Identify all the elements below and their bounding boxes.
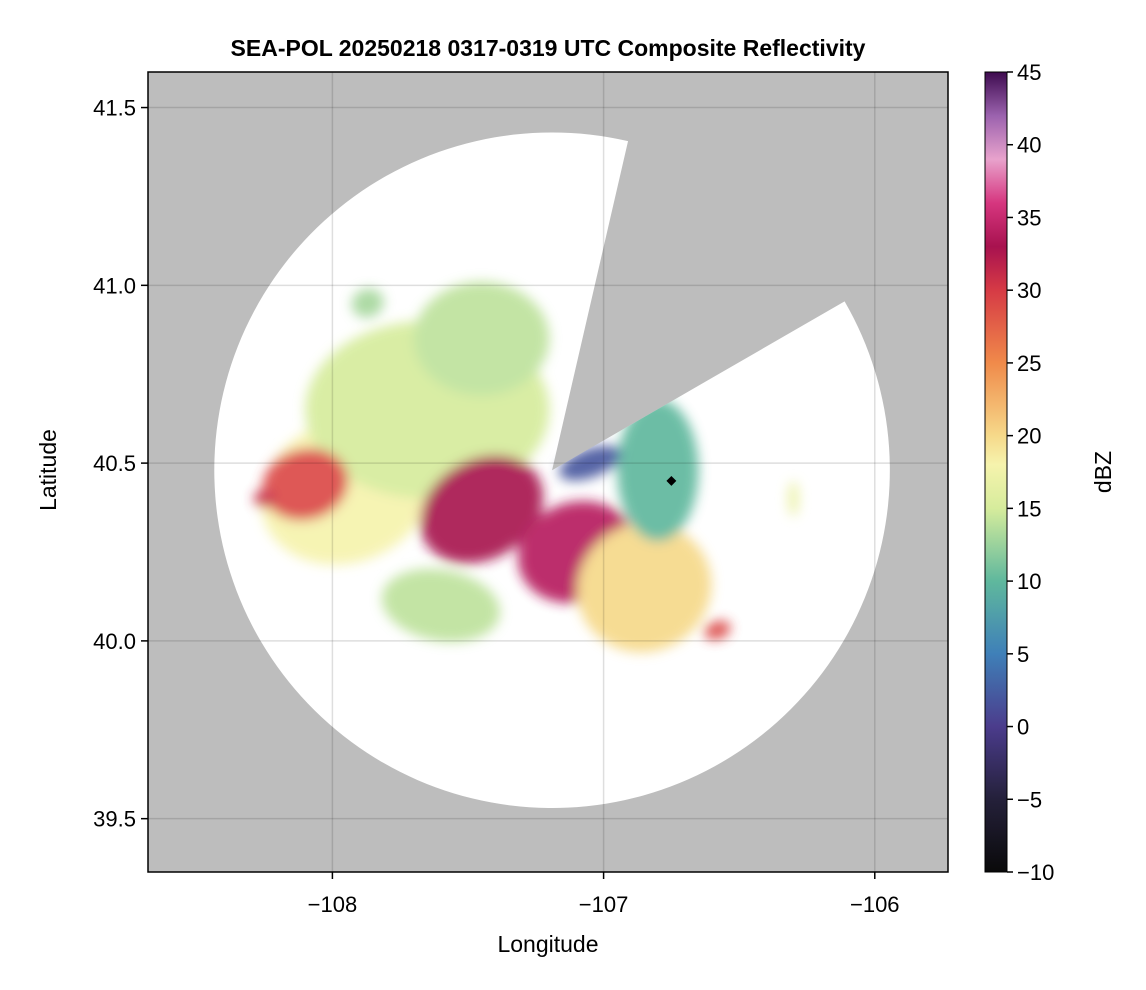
colorbar-tick-label-7: 25 (1017, 351, 1041, 376)
echo-layer (253, 281, 799, 808)
colorbar-tick-label-2: 0 (1017, 715, 1029, 740)
colorbar-tick-label-4: 10 (1017, 569, 1041, 594)
plot-frame (147, 71, 949, 873)
y-axis-label: Latitude (35, 429, 61, 511)
colorbar-scale (984, 71, 1008, 873)
colorbar-label: dBZ (1090, 451, 1116, 493)
plot-area (148, 72, 948, 872)
colorbar-tick-label-3: 5 (1017, 642, 1029, 667)
echo-region-3 (262, 448, 349, 521)
colorbar: −10 −5 0 5 10 15 20 25 30 35 40 45 dBZ (984, 60, 1116, 885)
colorbar-tick-label-1: −5 (1017, 787, 1042, 812)
colorbar-ticks: −10 −5 0 5 10 15 20 25 30 35 40 45 (1007, 60, 1054, 885)
echo-region-8 (704, 620, 731, 640)
echo-region-14 (351, 288, 384, 318)
echo-region-11 (381, 568, 500, 642)
grid-lines (148, 72, 948, 872)
x-tick-label-1: −107 (579, 892, 629, 917)
colorbar-tick-label-5: 15 (1017, 496, 1041, 521)
colorbar-tick-label-0: −10 (1017, 860, 1054, 885)
x-tick-label-0: −108 (308, 892, 358, 917)
y-tick-label-4: 39.5 (93, 807, 136, 832)
y-tick-label-3: 40.0 (93, 629, 136, 654)
y-tick-label-2: 40.5 (93, 451, 136, 476)
reflectivity-echoes (253, 281, 799, 808)
colorbar-tick-label-9: 35 (1017, 205, 1041, 230)
y-axis-ticks: 41.5 41.0 40.5 40.0 39.5 (93, 96, 148, 832)
colorbar-tick-label-6: 20 (1017, 424, 1041, 449)
echo-region-13 (788, 480, 799, 517)
x-axis-label: Longitude (497, 931, 598, 957)
colorbar-tick-label-10: 40 (1017, 133, 1041, 158)
site-marker (666, 475, 677, 486)
echo-region-9 (617, 399, 699, 542)
echo-region-7 (577, 522, 712, 653)
echo-region-4 (253, 489, 276, 508)
x-axis-ticks: −108 −107 −106 (308, 872, 900, 917)
chart-title: SEA-POL 20250218 0317-0319 UTC Composite… (231, 35, 866, 61)
x-tick-label-2: −106 (850, 892, 900, 917)
y-tick-label-0: 41.5 (93, 96, 136, 121)
colorbar-tick-label-8: 30 (1017, 278, 1041, 303)
echo-region-5 (419, 455, 544, 564)
echo-region-2 (413, 281, 550, 396)
echo-region-10 (559, 445, 621, 481)
colorbar-tick-label-11: 45 (1017, 60, 1041, 85)
y-tick-label-1: 41.0 (93, 273, 136, 298)
